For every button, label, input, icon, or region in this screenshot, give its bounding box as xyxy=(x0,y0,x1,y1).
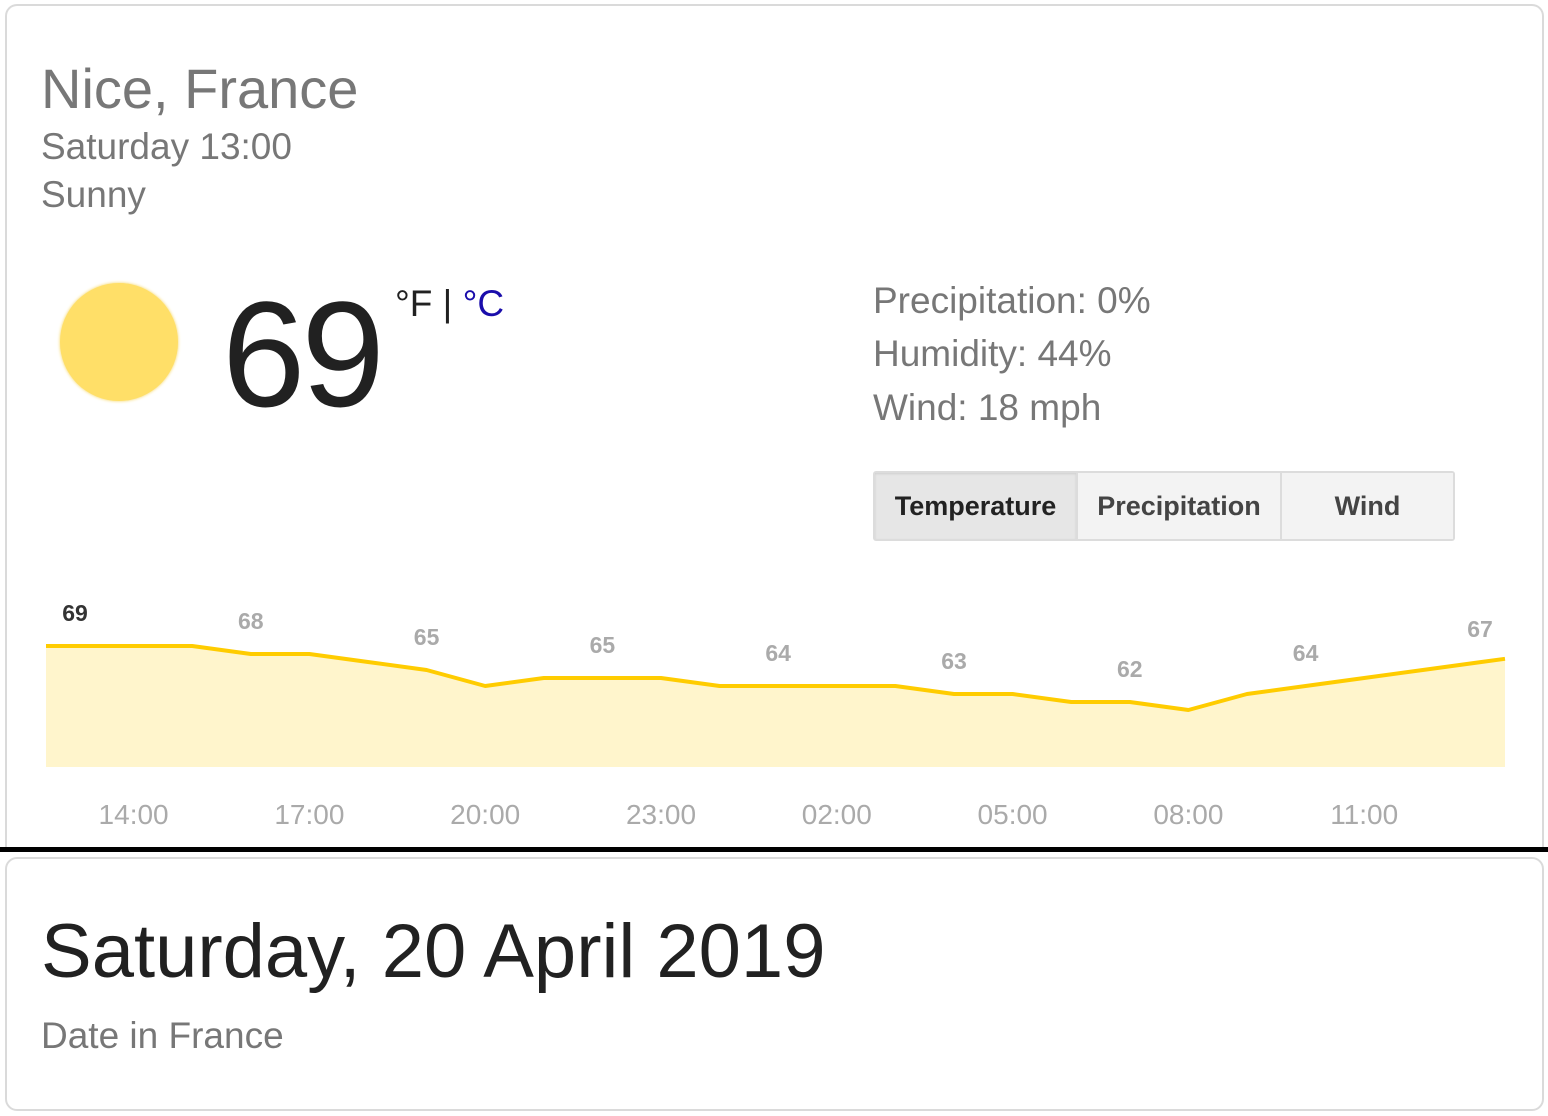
precipitation: Precipitation: 0% xyxy=(873,280,1151,321)
humidity: Humidity: 44% xyxy=(873,333,1112,374)
data-label: 69 xyxy=(62,600,88,626)
current-temperature: 69 xyxy=(222,270,385,438)
chart-area-fill xyxy=(46,646,1505,767)
data-label: 65 xyxy=(414,624,440,650)
data-label: 63 xyxy=(941,648,967,674)
x-tick-label: 11:00 xyxy=(1330,799,1398,830)
chart-line xyxy=(46,644,1506,712)
date: Saturday, 20 April 2019 xyxy=(41,909,826,994)
x-tick-label: 23:00 xyxy=(626,799,696,830)
data-label: 64 xyxy=(1293,640,1319,666)
unit-separator: | xyxy=(432,283,463,324)
wind: Wind: 18 mph xyxy=(873,387,1102,428)
unit-celsius[interactable]: °C xyxy=(462,283,505,324)
x-tick-label: 17:00 xyxy=(274,799,344,830)
data-label: 67 xyxy=(1467,616,1493,642)
x-tick-label: 14:00 xyxy=(99,799,169,830)
x-tick-label: 08:00 xyxy=(1153,799,1223,830)
temperature-chart: 69 68 65 65 64 63 62 64 67 14:00 17:00 20:00 23:00 02… xyxy=(46,600,1506,830)
data-label: 64 xyxy=(765,640,791,666)
x-tick-label: 20:00 xyxy=(450,799,520,830)
data-label: 68 xyxy=(238,608,264,634)
tab-precipitation[interactable]: Precipitation xyxy=(1076,473,1280,539)
divider xyxy=(0,847,1548,852)
date-card xyxy=(5,857,1544,1111)
unit-toggle: °F | °C xyxy=(395,283,504,325)
chart-tabs: Temperature Precipitation Wind xyxy=(873,471,1455,541)
location: Nice, France xyxy=(41,57,359,120)
data-label: 62 xyxy=(1117,656,1143,682)
condition: Sunny xyxy=(41,174,146,215)
x-tick-label: 05:00 xyxy=(978,799,1048,830)
unit-fahrenheit[interactable]: °F xyxy=(395,283,433,324)
sun-icon xyxy=(60,283,178,401)
x-tick-label: 02:00 xyxy=(802,799,872,830)
datetime: Saturday 13:00 xyxy=(41,126,292,167)
tab-wind[interactable]: Wind xyxy=(1280,473,1453,539)
date-caption: Date in France xyxy=(41,1015,284,1056)
data-label: 65 xyxy=(590,632,616,658)
tab-temperature[interactable]: Temperature xyxy=(875,473,1076,539)
